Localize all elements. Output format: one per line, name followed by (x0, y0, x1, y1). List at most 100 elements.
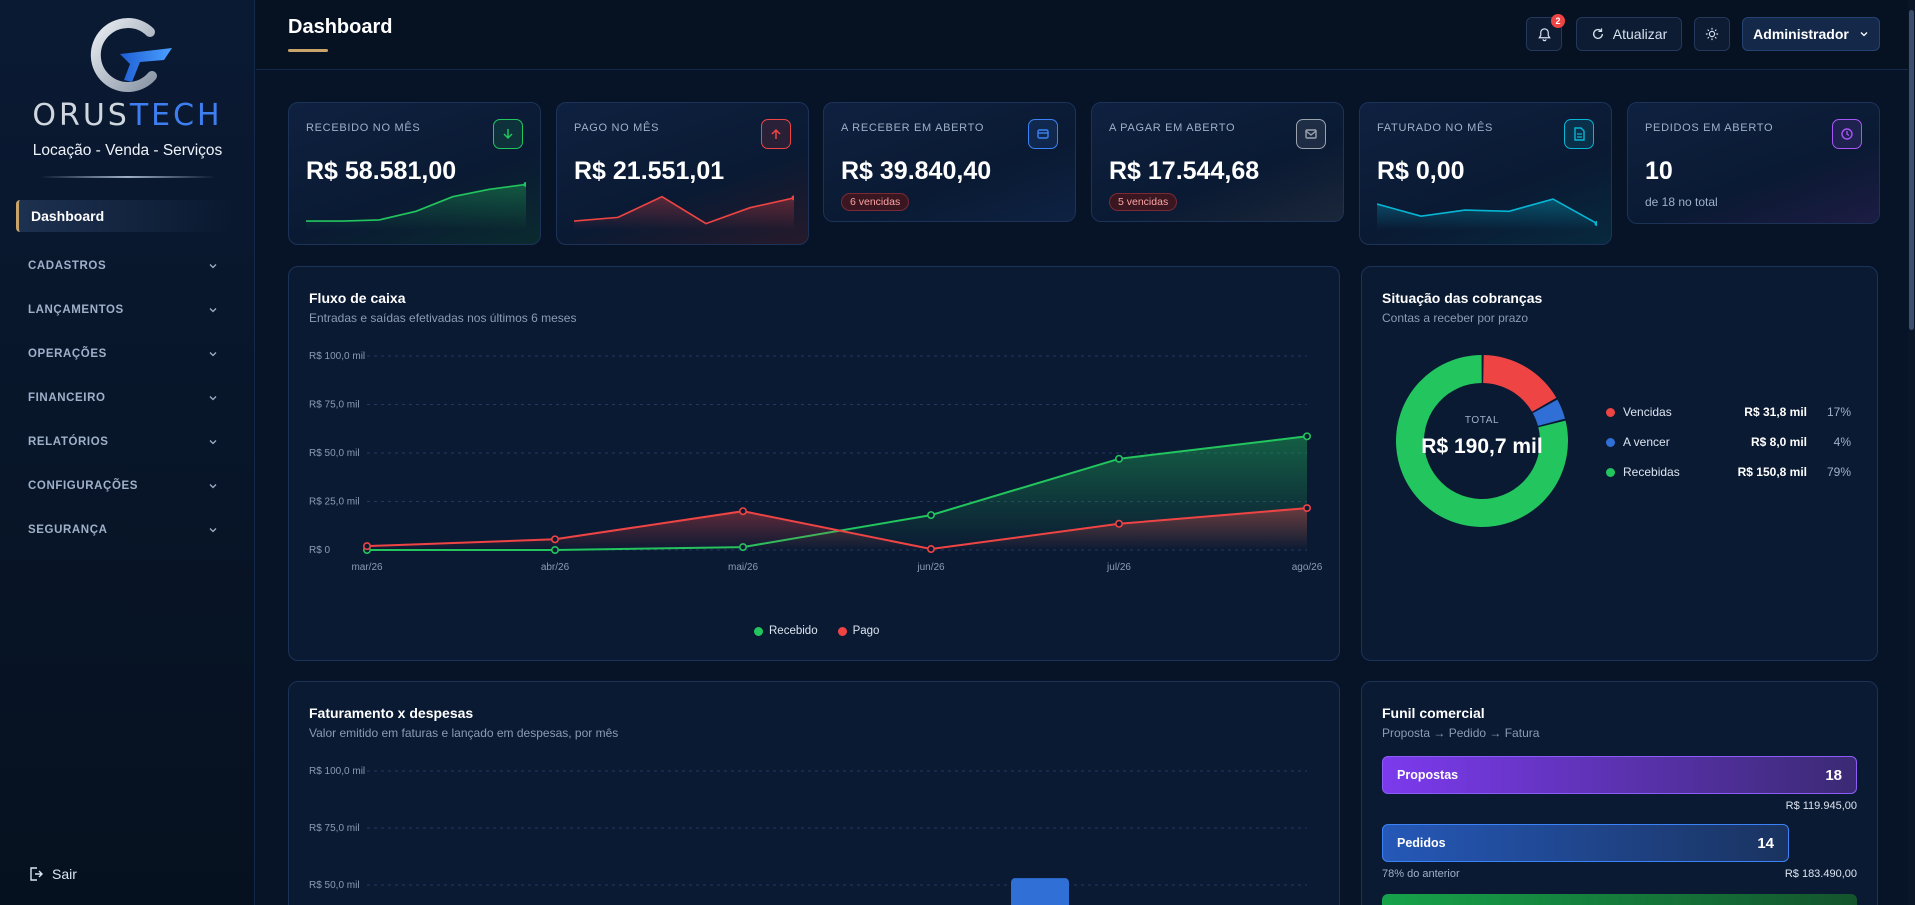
data-point-recebido (1114, 454, 1123, 463)
sidebar-item-cadastros[interactable]: CADASTROS (16, 244, 236, 288)
brand-name: ORUSTECH (32, 98, 223, 133)
cashflow-chart[interactable]: R$ 0 R$ 25,0 mil R$ 50,0 mil R$ 75,0 mil R$ … (289, 267, 1340, 587)
kpi-card-clock[interactable]: PEDIDOS EM ABERTO 10 de 18 no total (1627, 102, 1880, 224)
sidebar: ORUSTECH Locação - Venda - Serviços Dash… (0, 0, 255, 905)
legend-item-pago[interactable]: Pago (837, 625, 879, 637)
x-tick-label: mar/26 (351, 562, 383, 573)
sparkline (306, 181, 526, 230)
chart-legend: Recebido Pago (754, 625, 879, 637)
chevron-down-icon (209, 484, 217, 489)
sparkline-end-point (1594, 221, 1597, 227)
kpi-icon-box (493, 119, 523, 149)
funnel-stage-propostas[interactable]: Propostas 18 (1382, 756, 1857, 794)
logout-icon (30, 867, 43, 881)
donut-slice-a-vencer (1532, 399, 1566, 426)
billing-donut-chart[interactable] (1382, 341, 1582, 541)
legend-name: A vencer (1606, 435, 1717, 449)
donut-total-value: R$ 190,7 mil (1421, 435, 1543, 458)
page-title: Dashboard (288, 16, 393, 38)
data-point-pago (738, 507, 747, 516)
data-point-recebido (926, 511, 935, 520)
data-point-pago (1114, 519, 1123, 528)
legend-value: R$ 31,8 mil (1744, 405, 1807, 419)
sidebar-item-seguranca[interactable]: SEGURANÇA (16, 508, 236, 552)
sidebar-item-label: CADASTROS (28, 260, 107, 272)
kpi-label: FATURADO NO MÊS (1377, 122, 1494, 134)
kpi-card-mail[interactable]: A PAGAR EM ABERTO R$ 17.544,68 5 vencidas (1091, 102, 1344, 222)
chevron-down-icon (209, 396, 217, 401)
donut-legend-row[interactable]: Vencidas R$ 31,8 mil 17% (1606, 402, 1851, 422)
theme-toggle-button[interactable] (1694, 17, 1730, 51)
funnel-stage-count: 18 (1825, 766, 1842, 784)
revenue-bar (1011, 878, 1069, 905)
sidebar-item-lancamentos[interactable]: LANÇAMENTOS (16, 288, 236, 332)
sidebar-item-financeiro[interactable]: FINANCEIRO (16, 376, 236, 420)
kpi-card-wallet[interactable]: A RECEBER EM ABERTO R$ 39.840,40 6 vencida… (823, 102, 1076, 222)
panel-subtitle: Entradas e saídas efetivadas nos últimos… (309, 311, 577, 325)
logout-button[interactable]: Sair (28, 866, 77, 882)
y-tick-label: R$ 25,0 mil (309, 497, 360, 508)
brand-logo[interactable]: ORUSTECH Locação - Venda - Serviços (0, 18, 255, 178)
kpi-icon-box (1296, 119, 1326, 149)
kpi-value: R$ 39.840,40 (841, 157, 992, 185)
scrollbar-thumb[interactable] (1909, 10, 1914, 330)
refresh-button[interactable]: Atualizar (1576, 17, 1682, 51)
legend-value: R$ 8,0 mil (1750, 435, 1807, 449)
arrow-down-icon (503, 129, 513, 140)
x-tick-label: jul/26 (1106, 562, 1131, 573)
mail-icon (1305, 129, 1317, 139)
sidebar-item-dashboard[interactable]: Dashboard (16, 200, 236, 232)
series-area-pago (367, 508, 1307, 550)
sidebar-item-operacoes[interactable]: OPERAÇÕES (16, 332, 236, 376)
sidebar-item-label: OPERAÇÕES (28, 348, 107, 360)
donut-slice-vencidas (1483, 355, 1557, 412)
data-point-recebido (1302, 432, 1311, 441)
funnel-stage-pedidos[interactable]: Pedidos 14 (1382, 824, 1789, 862)
revenue-expenses-chart[interactable]: R$ 100,0 mil R$ 75,0 mil R$ 50,0 mil (289, 682, 1340, 905)
y-tick-label: R$ 75,0 mil (309, 400, 360, 411)
sidebar-item-configuracoes[interactable]: CONFIGURAÇÕES (16, 464, 236, 508)
kpi-value: R$ 58.581,00 (306, 157, 457, 185)
refresh-label: Atualizar (1612, 26, 1668, 42)
sidebar-item-label: RELATÓRIOS (28, 436, 109, 448)
panel-title: Situação das cobranças (1382, 290, 1543, 306)
legend-name: Recebidas (1606, 465, 1717, 479)
panel-subtitle: Valor emitido em faturas e lançado em de… (309, 726, 619, 740)
chevron-down-icon (1860, 32, 1868, 37)
scrollbar-track[interactable] (1908, 0, 1915, 905)
kpi-label: PEDIDOS EM ABERTO (1645, 122, 1774, 134)
data-point-pago (926, 545, 935, 554)
sidebar-item-relatorios[interactable]: RELATÓRIOS (16, 420, 236, 464)
funnel-stage-faturas[interactable] (1382, 894, 1857, 905)
legend-value: R$ 150,8 mil (1737, 465, 1807, 479)
user-menu-button[interactable]: Administrador (1742, 17, 1880, 51)
legend-item-recebido[interactable]: Recebido (754, 625, 818, 637)
y-tick-label: R$ 100,0 mil (309, 351, 365, 362)
kpi-card-document[interactable]: FATURADO NO MÊS R$ 0,00 (1359, 102, 1612, 245)
chevron-down-icon (209, 308, 217, 313)
chevron-down-icon (209, 352, 217, 357)
funnel-stage-name: Pedidos (1397, 836, 1446, 850)
sparkline (1377, 198, 1597, 230)
sparkline-end-point (791, 195, 794, 201)
data-point-pago (363, 542, 372, 551)
logo-mark-icon (90, 18, 172, 93)
overdue-badge: 6 vencidas (841, 193, 910, 211)
funnel-stage-count: 14 (1757, 834, 1774, 852)
y-tick-label: R$ 100,0 mil (309, 766, 365, 777)
donut-legend-row[interactable]: A vencer R$ 8,0 mil 4% (1606, 432, 1851, 452)
bell-icon (1537, 27, 1551, 41)
kpi-icon-box (761, 119, 791, 149)
donut-total-label: TOTAL (1464, 415, 1500, 426)
sparkline-line (574, 195, 794, 225)
kpi-card-arrow-up[interactable]: PAGO NO MÊS R$ 21.551,01 (556, 102, 809, 245)
donut-legend-row[interactable]: Recebidas R$ 150,8 mil 79% (1606, 462, 1851, 482)
kpi-icon-box (1564, 119, 1594, 149)
sparkline-end-point (523, 181, 526, 187)
legend-name: Vencidas (1606, 405, 1717, 419)
billing-status-panel: Situação das cobranças Contas a receber … (1361, 266, 1878, 661)
kpi-card-arrow-down[interactable]: RECEBIDO NO MÊS R$ 58.581,00 (288, 102, 541, 245)
panel-title: Faturamento x despesas (309, 705, 474, 721)
y-tick-label: R$ 0 (309, 545, 331, 556)
notifications-button[interactable]: 2 (1526, 14, 1565, 51)
